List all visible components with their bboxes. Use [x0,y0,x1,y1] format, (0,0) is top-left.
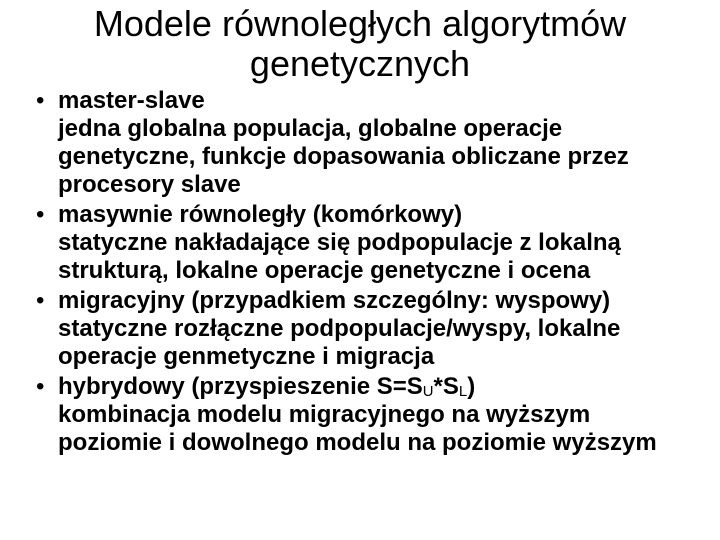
formula-mid: *S [434,373,459,400]
item-head-prefix: hybrydowy (przyspieszenie [58,373,377,400]
list-item: masywnie równoległy (komórkowy) statyczn… [30,201,690,285]
formula-lhs: S=S [377,373,423,400]
item-body: jedna globalna populacja, globalne opera… [58,115,690,199]
formula-sub2: L [459,384,467,400]
item-head: migracyjny (przypadkiem szczególny: wysp… [58,287,610,314]
formula: S=SU*SL [377,373,467,400]
formula-sub1: U [423,384,434,400]
item-head: hybrydowy (przyspieszenie S=SU*SL) [58,373,475,400]
item-body: statyczne nakładające się podpopulacje z… [58,229,690,285]
item-head: masywnie równoległy (komórkowy) [58,201,462,228]
item-body: statyczne rozłączne podpopulacje/wyspy, … [58,315,690,371]
slide: Modele równoległych algorytmów genetyczn… [0,0,720,540]
item-body: kombinacja modelu migracyjnego na wyższy… [58,401,690,457]
item-head-suffix: ) [467,373,475,400]
slide-title: Modele równoległych algorytmów genetyczn… [20,4,700,85]
list-item: migracyjny (przypadkiem szczególny: wysp… [30,287,690,371]
item-head: master-slave [58,87,205,114]
list-item: hybrydowy (przyspieszenie S=SU*SL) kombi… [30,373,690,457]
bullet-list: master-slave jedna globalna populacja, g… [20,87,700,457]
list-item: master-slave jedna globalna populacja, g… [30,87,690,199]
